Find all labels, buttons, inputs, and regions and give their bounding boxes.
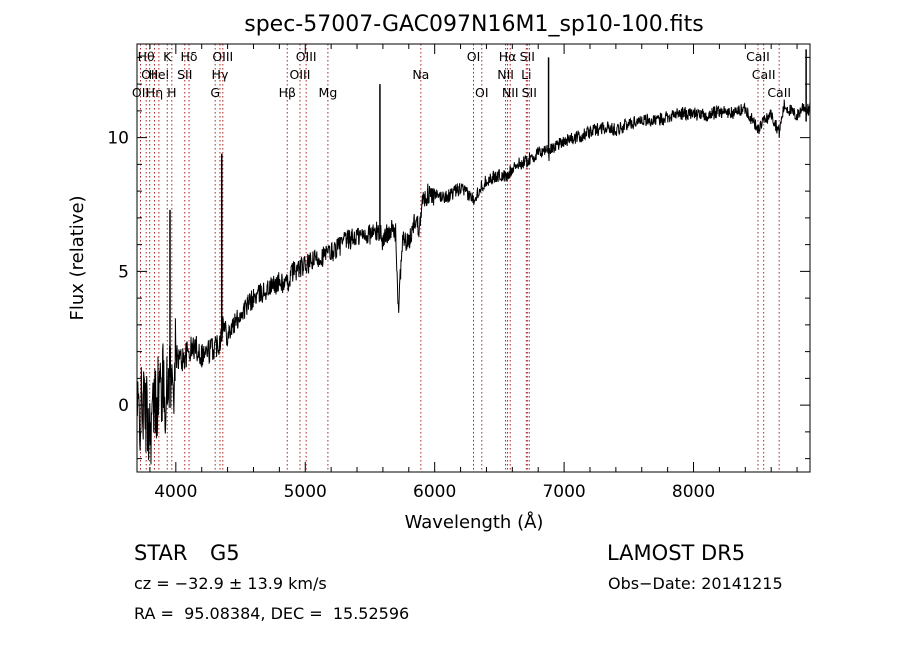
spectral-line-label: CaII	[746, 49, 770, 64]
spectral-line-label: CaII	[767, 85, 791, 100]
spectral-lines-layer: OIIHθOIIHηHeIKHSIIHδGHγOIIIHβOIIIOIIIMgN…	[132, 44, 791, 472]
x-tick-label: 8000	[672, 482, 715, 502]
spectral-line-label: NII	[497, 67, 514, 82]
y-tick-label: 5	[118, 262, 129, 282]
spectral-line-label: Na	[412, 67, 429, 82]
spectral-line-label: SII	[522, 85, 537, 100]
y-tick-label: 10	[107, 129, 129, 149]
spectral-line-label: H	[167, 85, 176, 100]
axes-layer: 4000 5000 6000 7000 8000 0 5 10	[107, 44, 810, 502]
spectral-line-label: OIII	[212, 49, 233, 64]
spectral-line-label: OIII	[289, 67, 310, 82]
spectral-line-label: G	[210, 85, 220, 100]
spectral-line-label: HeI	[148, 67, 169, 82]
spectral-line-label: OI	[467, 49, 481, 64]
plot-frame	[136, 43, 811, 473]
spectral-line-label: K	[163, 49, 172, 64]
x-axis-label: Wavelength (Å)	[405, 511, 544, 533]
spectral-line-label: Mg	[319, 85, 338, 100]
x-tick-label: 5000	[284, 482, 327, 502]
object-subclass: G5	[210, 541, 240, 565]
spectral-line-label: Hη	[146, 85, 163, 100]
coordinates: RA = 95.08384, DEC = 15.52596	[134, 604, 410, 623]
data-layer	[136, 49, 811, 465]
spectral-line-label: CaII	[752, 67, 776, 82]
object-class: STAR	[134, 541, 188, 565]
y-axis-label: Flux (relative)	[67, 195, 88, 320]
survey-name: LAMOST DR5	[607, 541, 746, 565]
spectral-line-label: Hα	[499, 49, 517, 64]
spectral-line-label: Hθ	[138, 49, 155, 64]
spectral-line-label: OII	[132, 85, 149, 100]
spectral-line-label: SII	[177, 67, 192, 82]
redshift-velocity: cz = −32.9 ± 13.9 km/s	[134, 574, 327, 593]
spectral-line-label: Hδ	[180, 49, 197, 64]
spectral-line-label: NII	[502, 85, 519, 100]
spectral-line-label: Hβ	[279, 85, 296, 100]
spectral-line-label: SII	[520, 49, 535, 64]
x-tick-label: 6000	[413, 482, 456, 502]
y-tick-label: 0	[118, 396, 129, 416]
spectral-line-label: OIII	[296, 49, 317, 64]
spectrum-series	[136, 99, 811, 465]
spectral-line-label: OI	[475, 85, 489, 100]
x-tick-label: 4000	[154, 482, 197, 502]
chart-title: spec-57007-GAC097N16M1_sp10-100.fits	[244, 12, 704, 37]
spectral-line-label: Li	[521, 67, 531, 82]
spectral-line-label: OII	[141, 67, 158, 82]
observation-date: Obs−Date: 20141215	[608, 574, 783, 593]
x-tick-label: 7000	[542, 482, 585, 502]
spectral-line-label: Hγ	[212, 67, 229, 82]
